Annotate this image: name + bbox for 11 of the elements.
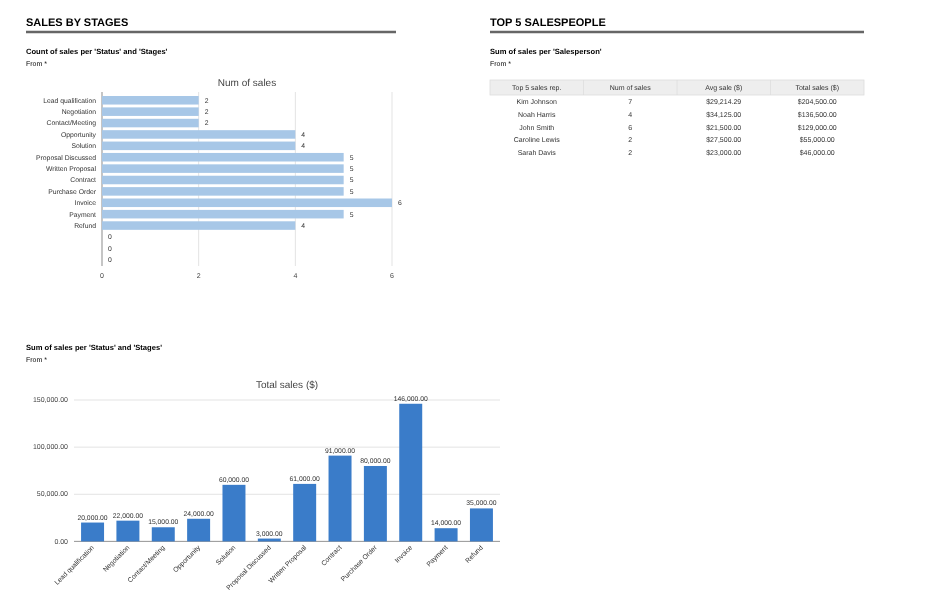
bar: [434, 528, 458, 542]
bar: [187, 518, 211, 542]
bar: [399, 403, 423, 542]
bar: [293, 483, 317, 542]
bar: [81, 522, 105, 542]
bar: [328, 455, 352, 542]
bar: [222, 484, 246, 542]
bar: [469, 508, 493, 542]
bar: [116, 520, 140, 542]
bar: [151, 527, 175, 542]
bar: [363, 465, 387, 542]
